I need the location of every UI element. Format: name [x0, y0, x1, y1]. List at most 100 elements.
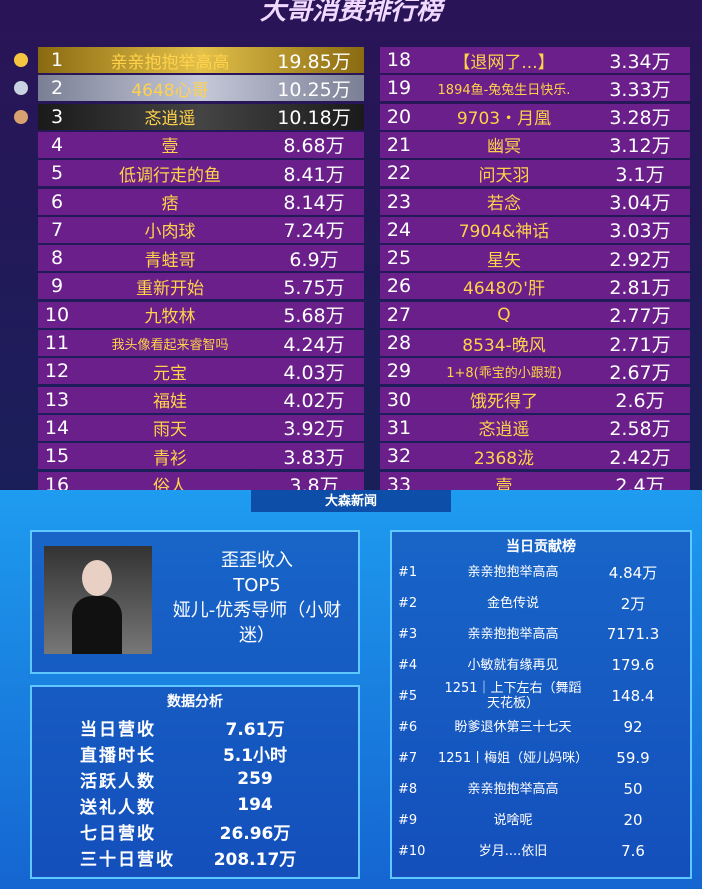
medal-icon: [14, 109, 28, 124]
rank-row: 20 9703・月凰 3.28万: [380, 103, 690, 130]
contrib-row: #8 亲亲抱抱举高高 50: [398, 775, 684, 803]
rank-number: 22: [386, 162, 412, 185]
rank-row: 8 青蛙哥 6.9万: [38, 245, 364, 272]
rank-number: 33: [386, 473, 412, 491]
stat-row: 当日营收 7.61万: [80, 715, 340, 740]
rank-number: 6: [50, 190, 64, 213]
contrib-amount: 59.9: [616, 749, 650, 767]
rank-row: 13 福娃 4.02万: [38, 386, 364, 413]
stat-row: 送礼人数 194: [80, 793, 340, 818]
rank-number: 13: [44, 388, 70, 411]
amount: 3.33万: [609, 78, 671, 101]
contrib-amount: 179.6: [611, 656, 655, 674]
stat-value: 26.96万: [219, 823, 291, 844]
contrib-row: #2 金色传说 2万: [398, 589, 684, 617]
user-name: 饿死得了: [470, 392, 538, 413]
user-name: 小肉球: [144, 222, 196, 243]
contrib-amount: 50: [623, 780, 643, 798]
user-name: 1894鱼-兔兔生日快乐.: [437, 82, 571, 98]
rank-row: 22 问天羽 3.1万: [380, 160, 690, 187]
user-name: 1+8(乖宝的小跟班): [446, 365, 562, 381]
rank-number: 8: [50, 247, 64, 270]
user-name: 亲亲抱抱举高高: [110, 52, 230, 73]
rank-row: 16 俗人 3.8万: [38, 471, 364, 491]
user-name: 4648の'肝: [463, 278, 545, 299]
rank-number: 16: [44, 473, 70, 491]
user-name: 【退网了...】: [453, 52, 555, 73]
avatar: [44, 546, 152, 654]
amount: 2.58万: [609, 418, 671, 441]
rank-number: 11: [44, 332, 70, 354]
contrib-row: #1 亲亲抱抱举高高 4.84万: [398, 558, 684, 586]
rank-row: 32 2368泷 2.42万: [380, 443, 690, 470]
amount: 8.14万: [283, 192, 345, 214]
rank-row: 19 1894鱼-兔兔生日快乐. 3.33万: [380, 75, 690, 102]
user-name: 问天羽: [478, 165, 530, 186]
contrib-rank: #5: [398, 688, 418, 704]
contrib-panel: 当日贡献榜 #1 亲亲抱抱举高高 4.84万 #2 金色传说 2万 #3 亲亲抱抱举高高 717…: [390, 530, 692, 879]
rank-row: 18 【退网了...】 3.34万: [380, 47, 690, 73]
contrib-rank: #10: [398, 843, 426, 859]
amount: 3.28万: [609, 107, 671, 130]
contrib-name: 小敏就有缘再见: [467, 657, 559, 673]
profile-card: 歪歪收入 TOP5 娅儿-优秀导师（小财迷）: [30, 530, 360, 674]
amount: 2.92万: [609, 248, 671, 271]
stat-value: 7.61万: [225, 719, 285, 740]
user-name: 重新开始: [136, 278, 204, 299]
amount: 8.68万: [283, 135, 345, 158]
rank-number: 25: [386, 247, 412, 270]
board-title: 大哥消费排行榜: [259, 0, 442, 26]
contrib-amount: 20: [623, 811, 643, 829]
user-name: 我头像看起来睿智吗: [111, 337, 229, 353]
rank-row: 6 痞 8.14万: [38, 188, 364, 215]
user-name: 忞逍遥: [478, 420, 530, 441]
rank-number: 1: [50, 49, 64, 71]
profile-line: 歪歪收入: [221, 550, 293, 571]
rank-number: 4: [50, 133, 64, 156]
contrib-name: 金色传说: [486, 595, 539, 611]
rank-number: 24: [386, 218, 412, 241]
contrib-rank: #8: [398, 781, 418, 797]
rank-row: 33 壹 2.4万: [380, 471, 690, 491]
rank-number: 12: [44, 360, 70, 383]
stat-value: 259: [237, 769, 273, 789]
user-name: 2368泷: [473, 448, 535, 469]
amount: 3.92万: [283, 418, 345, 441]
amount: 4.24万: [283, 333, 345, 356]
profile-line: TOP5: [233, 575, 281, 596]
contrib-name: 说啥呢: [493, 812, 533, 828]
rank-row: 24 7904&神话 3.03万: [380, 216, 690, 243]
stat-value: 5.1小时: [222, 745, 288, 766]
user-name: 8534-晚风: [462, 335, 546, 356]
rank-row: 1 亲亲抱抱举高高 19.85万: [38, 47, 364, 73]
stat-row: 直播时长 5.1小时: [80, 741, 340, 766]
rank-number: 27: [386, 303, 412, 326]
amount: 4.02万: [283, 390, 345, 413]
rank-row: 28 8534-晚风 2.71万: [380, 330, 690, 356]
user-name: 九牧林: [144, 307, 196, 328]
user-name: 俗人: [153, 477, 187, 490]
rank-number: 5: [50, 162, 64, 185]
rank-number: 21: [386, 133, 412, 156]
contrib-rank: #3: [398, 626, 418, 642]
user-name: Q: [497, 304, 511, 325]
stat-row: 活跃人数 259: [80, 767, 340, 792]
user-name: 壹: [161, 137, 179, 158]
amount: 2.77万: [609, 305, 671, 328]
rank-number: 19: [386, 77, 412, 100]
rank-number: 9: [50, 275, 64, 298]
user-name: 4648心哥: [131, 80, 209, 101]
rank-row: 29 1+8(乖宝的小跟班) 2.67万: [380, 358, 690, 385]
rank-row: 31 忞逍遥 2.58万: [380, 414, 690, 441]
contrib-rank: #1: [398, 564, 418, 580]
contrib-name: 亲亲抱抱举高高: [467, 564, 559, 580]
stat-label: 送礼人数: [80, 797, 156, 818]
contrib-name: 亲亲抱抱举高高: [467, 781, 559, 797]
amount: 2.81万: [609, 276, 671, 299]
contrib-amount: 92: [623, 718, 643, 736]
user-name: 幽冥: [487, 137, 521, 158]
rank-row: 14 雨天 3.92万: [38, 414, 364, 441]
info-area: 大森新闻 歪歪收入 TOP5 娅儿-优秀导师（小财迷） 数据分析 当日营收 7.6…: [0, 490, 702, 889]
amount: 10.18万: [277, 107, 351, 130]
contrib-row: #6 盼爹退休第三十七天 92: [398, 713, 684, 741]
